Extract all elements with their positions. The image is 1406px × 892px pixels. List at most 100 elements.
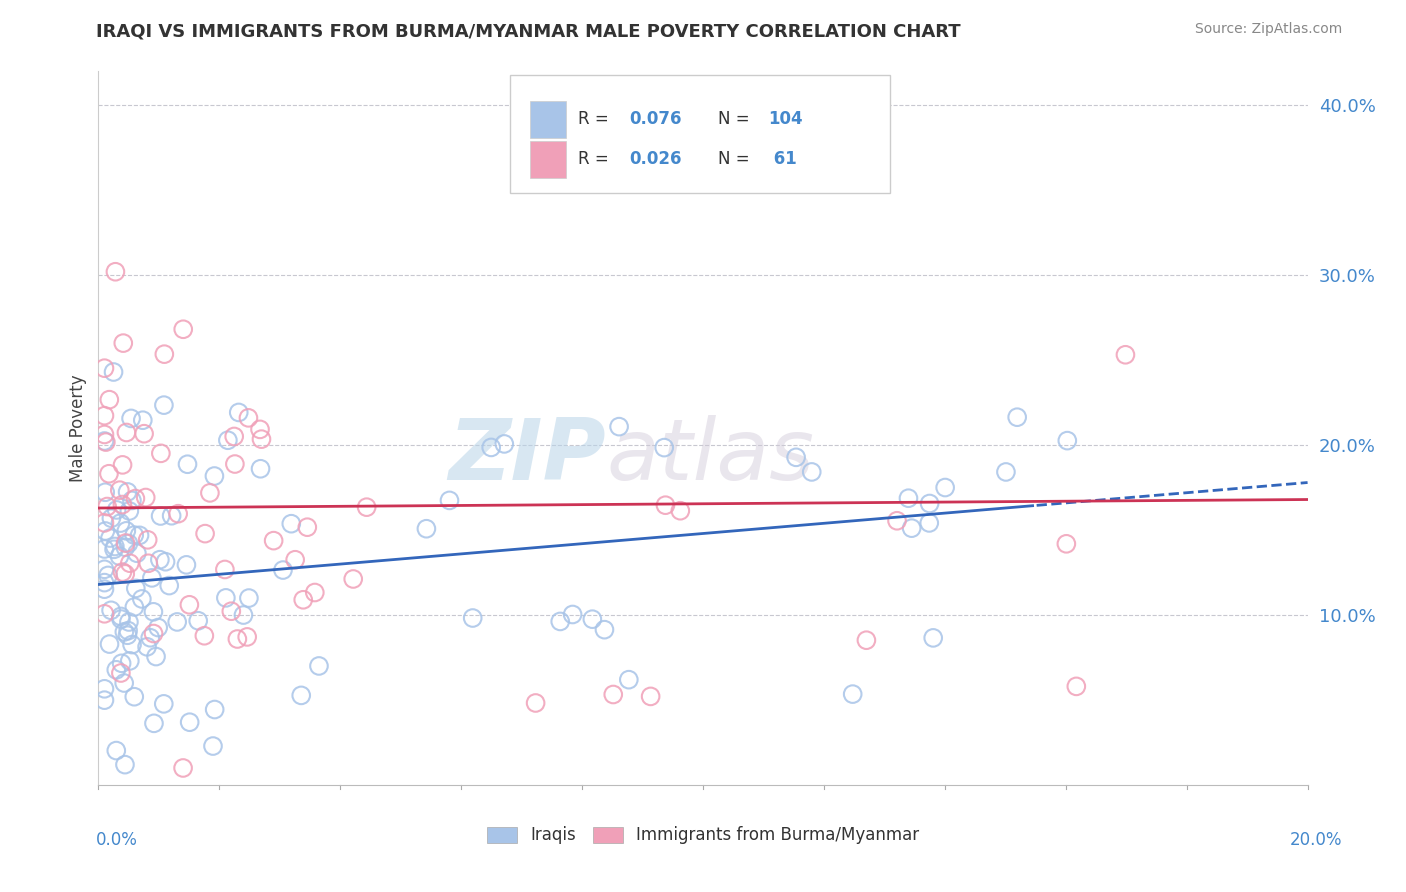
Point <box>934 481 956 495</box>
Point <box>93 575 115 590</box>
Point <box>97 467 120 481</box>
Point <box>201 739 224 753</box>
Point <box>176 558 198 572</box>
Point <box>280 516 302 531</box>
Point <box>136 533 159 547</box>
Point <box>122 690 145 704</box>
Point <box>98 392 121 407</box>
Point <box>918 496 941 510</box>
Point <box>152 697 174 711</box>
Point <box>250 432 273 446</box>
Point <box>93 516 115 530</box>
Point <box>232 608 254 623</box>
Point <box>304 585 326 599</box>
Point <box>117 484 139 499</box>
Point <box>194 526 217 541</box>
Point <box>271 563 294 577</box>
Point <box>160 508 183 523</box>
Point <box>1005 410 1028 425</box>
Point <box>918 516 941 530</box>
Point <box>249 462 271 476</box>
Text: 0.0%: 0.0% <box>96 831 138 849</box>
Point <box>224 457 246 471</box>
Point <box>193 629 215 643</box>
Point <box>110 612 132 626</box>
Text: 0.026: 0.026 <box>630 150 682 169</box>
Point <box>204 702 226 716</box>
Point <box>93 361 115 376</box>
Point <box>1114 348 1136 362</box>
Point <box>142 605 165 619</box>
Point <box>461 611 484 625</box>
Point <box>110 516 132 530</box>
Point <box>157 578 180 592</box>
Point <box>215 591 238 605</box>
Point <box>143 716 166 731</box>
Point <box>204 469 226 483</box>
Point <box>118 556 141 570</box>
Point <box>356 500 378 515</box>
Point <box>142 626 165 640</box>
Point <box>124 599 146 614</box>
Point <box>97 568 120 582</box>
Point <box>132 413 155 427</box>
Point <box>855 633 877 648</box>
Point <box>149 552 172 566</box>
Point <box>167 507 190 521</box>
Point <box>131 591 153 606</box>
Text: Source: ZipAtlas.com: Source: ZipAtlas.com <box>1195 22 1343 37</box>
Text: N =: N = <box>717 150 755 169</box>
Point <box>439 493 461 508</box>
Point <box>479 441 502 455</box>
Point <box>112 336 135 351</box>
Point <box>118 654 141 668</box>
Point <box>149 508 172 523</box>
Text: R =: R = <box>578 111 614 128</box>
Point <box>98 531 121 545</box>
Point <box>104 540 127 554</box>
Point <box>111 498 134 512</box>
Point <box>548 615 571 629</box>
Point <box>886 514 908 528</box>
Point <box>153 398 176 412</box>
Point <box>1054 537 1077 551</box>
Point <box>103 542 125 557</box>
Point <box>135 491 157 505</box>
Point <box>900 521 922 535</box>
Point <box>141 571 163 585</box>
Point <box>93 434 115 448</box>
Point <box>115 425 138 440</box>
Point <box>114 566 136 581</box>
Point <box>561 607 583 622</box>
Point <box>105 663 128 677</box>
Point <box>93 541 115 556</box>
Point <box>121 493 143 508</box>
Point <box>176 457 198 471</box>
Point <box>121 638 143 652</box>
Bar <box>530 101 567 138</box>
Bar <box>530 141 567 178</box>
Point <box>118 504 141 518</box>
Point <box>494 437 516 451</box>
Point <box>114 757 136 772</box>
Point <box>617 673 640 687</box>
Text: 20.0%: 20.0% <box>1291 831 1343 849</box>
Point <box>93 693 115 707</box>
Text: atlas: atlas <box>606 415 814 499</box>
Point <box>922 631 945 645</box>
Point <box>122 528 145 542</box>
Point <box>110 657 132 671</box>
Point <box>198 486 221 500</box>
Point <box>172 761 194 775</box>
Point <box>125 582 148 596</box>
FancyBboxPatch shape <box>509 75 890 193</box>
Point <box>132 426 155 441</box>
Point <box>221 604 243 618</box>
Point <box>145 649 167 664</box>
Point <box>1056 434 1078 448</box>
Point <box>93 681 115 696</box>
Point <box>94 435 117 450</box>
Point <box>669 504 692 518</box>
Text: 0.076: 0.076 <box>630 111 682 128</box>
Point <box>187 614 209 628</box>
